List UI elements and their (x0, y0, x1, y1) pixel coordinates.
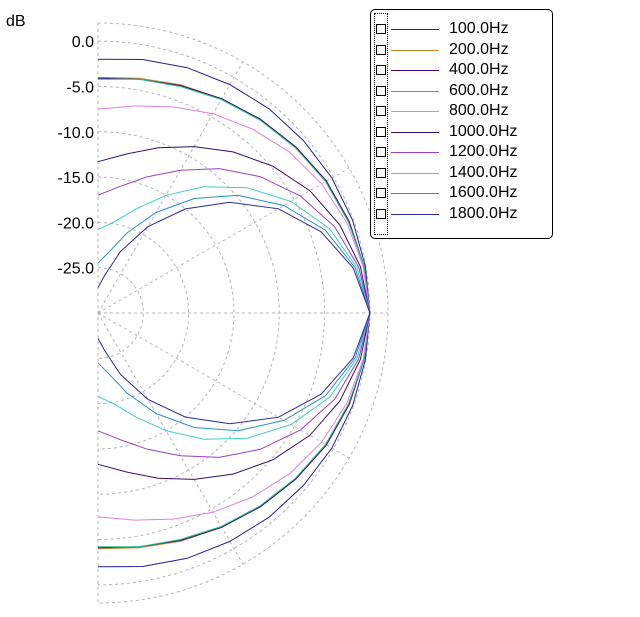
legend-item[interactable]: 1600.0Hz (371, 184, 551, 204)
legend-label: 1000.0Hz (449, 122, 518, 140)
grid-spoke (97, 312, 244, 565)
radial-unit-label: dB (6, 13, 26, 30)
legend-swatch (391, 90, 439, 92)
legend-checkbox[interactable] (376, 85, 386, 96)
radial-tick-label: -10.0 (58, 125, 95, 142)
legend-swatch (391, 213, 439, 215)
legend-toggle-strip (374, 13, 388, 235)
legend-swatch (391, 172, 439, 174)
grid-spoke (97, 61, 244, 314)
legend-item[interactable]: 400.0Hz (371, 61, 551, 81)
series-curve-2 (97, 76, 371, 550)
grid-ring (97, 176, 235, 450)
legend-label: 1400.0Hz (449, 163, 518, 181)
legend-checkbox[interactable] (376, 44, 386, 55)
legend-swatch (391, 29, 439, 30)
legend-checkbox[interactable] (376, 167, 386, 178)
legend-swatch (391, 131, 439, 133)
radial-tick-label: -15.0 (58, 170, 95, 187)
radial-tick-label: 0.0 (72, 34, 94, 51)
radial-tick-label: -20.0 (58, 215, 95, 232)
legend-checkbox[interactable] (376, 24, 386, 34)
legend-item[interactable]: 100.0Hz (371, 20, 551, 40)
series-curve-5 (97, 105, 371, 521)
grid-ring (97, 40, 371, 586)
radial-tick-label: -5.0 (66, 79, 94, 96)
legend-swatch (391, 111, 439, 112)
legend-item[interactable]: 800.0Hz (371, 102, 551, 122)
grid-ring (97, 22, 389, 604)
legend-swatch (391, 152, 439, 153)
legend-label: 1200.0Hz (449, 143, 518, 160)
legend-label: 1600.0Hz (449, 184, 518, 201)
legend-item[interactable]: 1800.0Hz (371, 205, 551, 225)
legend-checkbox[interactable] (376, 147, 386, 157)
legend-checkbox[interactable] (376, 188, 386, 198)
legend-label: 800.0Hz (449, 102, 509, 119)
series-curve-9 (97, 194, 371, 432)
grid-ring (97, 85, 325, 541)
legend-swatch (391, 49, 439, 51)
series-curve-1 (97, 58, 371, 568)
legend-label: 400.0Hz (449, 61, 509, 78)
grid-spoke (97, 167, 350, 314)
legend-label: 200.0Hz (449, 40, 509, 58)
legend-item[interactable]: 200.0Hz (371, 41, 551, 61)
legend-label: 1800.0Hz (449, 204, 518, 222)
legend-item[interactable]: 1200.0Hz (371, 143, 551, 163)
polar-grid (97, 22, 389, 604)
grid-ring (97, 267, 144, 359)
legend-checkbox[interactable] (376, 106, 386, 116)
legend-item[interactable]: 600.0Hz (371, 82, 551, 102)
legend: 100.0Hz 200.0Hz 400.0Hz 600.0Hz 800.0Hz 1000.… (370, 9, 553, 239)
legend-swatch (391, 70, 439, 71)
legend-item[interactable]: 1400.0Hz (371, 164, 551, 184)
legend-item[interactable]: 1000.0Hz (371, 123, 551, 143)
grid-ring (97, 221, 190, 405)
series-curve-6 (97, 146, 371, 480)
series-curve-3 (97, 77, 371, 549)
series-curve-10 (97, 201, 371, 425)
radial-tick-labels: 0.0 -5.0 -10.0 -15.0 -20.0 -25.0 (58, 34, 95, 278)
legend-label: 100.0Hz (449, 20, 509, 37)
radial-tick-label: -25.0 (58, 261, 95, 278)
grid-spoke (97, 312, 350, 459)
legend-checkbox[interactable] (376, 65, 386, 75)
legend-checkbox[interactable] (376, 208, 386, 219)
legend-checkbox[interactable] (376, 126, 386, 137)
series-curve-4 (98, 78, 371, 548)
polar-curves (97, 58, 371, 568)
legend-swatch (391, 193, 439, 194)
legend-label: 600.0Hz (449, 81, 509, 99)
